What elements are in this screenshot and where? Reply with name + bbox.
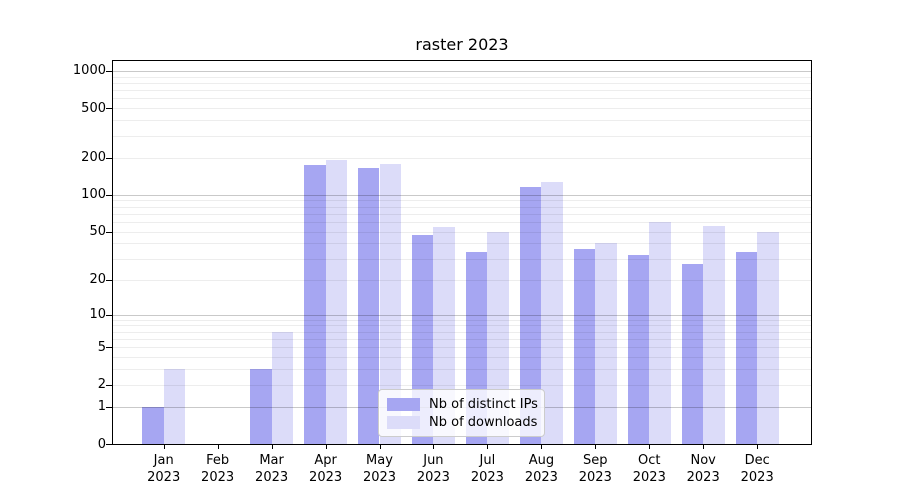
y-tick-label: 1000: [72, 63, 106, 79]
bar-distinct-ips-apr: [304, 164, 326, 444]
bar-distinct-ips-aug: [519, 187, 542, 444]
bar-downloads-jan: [163, 369, 186, 444]
y-tick-label: 10: [89, 307, 106, 322]
legend-row-distinct-ips: Nb of distinct IPs: [387, 396, 538, 412]
x-tick-label: Jun 2023: [416, 453, 450, 485]
x-tick-label: Mar 2023: [255, 453, 289, 485]
bar-downloads-sep: [595, 243, 617, 444]
bar-distinct-ips-nov: [681, 264, 704, 444]
y-tick-label: 500: [81, 100, 106, 116]
x-tick-label: Feb 2023: [201, 453, 235, 485]
legend: Nb of distinct IPs Nb of downloads: [378, 389, 545, 437]
legend-swatch-distinct-ips: [387, 397, 420, 411]
y-tick-label: 2: [97, 377, 106, 393]
x-tick-label: Jul 2023: [470, 453, 504, 485]
x-tick-label: Sep 2023: [578, 453, 612, 485]
x-tick-label: May 2023: [362, 453, 397, 485]
x-tick-label: Apr 2023: [309, 453, 343, 485]
plot-area: [112, 60, 812, 445]
bars-layer: [113, 61, 811, 444]
bar-distinct-ips-sep: [573, 249, 596, 444]
bar-downloads-nov: [703, 225, 725, 444]
legend-label-distinct-ips: Nb of distinct IPs: [429, 396, 538, 412]
legend-swatch-downloads: [387, 415, 420, 429]
bar-distinct-ips-may: [357, 167, 380, 444]
x-tick-label: Dec 2023: [740, 453, 774, 485]
bar-downloads-mar: [271, 331, 294, 444]
y-tick-label: 100: [81, 187, 106, 203]
bar-distinct-ips-mar: [250, 369, 272, 444]
bar-distinct-ips-jan: [142, 406, 164, 444]
bar-downloads-dec: [757, 231, 779, 444]
bar-downloads-oct: [649, 222, 671, 444]
legend-label-downloads: Nb of downloads: [429, 414, 538, 430]
x-tick-label: Jan 2023: [147, 453, 181, 485]
bar-downloads-aug: [541, 181, 563, 444]
bar-distinct-ips-dec: [735, 252, 758, 444]
chart-title: raster 2023: [415, 35, 509, 54]
x-tick-label: Aug 2023: [524, 453, 558, 485]
bar-downloads-apr: [325, 160, 348, 444]
bar-downloads-may: [379, 163, 402, 444]
y-tick-label: 20: [89, 272, 106, 288]
y-tick-label: 1: [97, 399, 106, 415]
y-tick-label: 200: [81, 150, 106, 166]
x-tick-label: Oct 2023: [632, 453, 666, 485]
x-tick-label: Nov 2023: [686, 453, 720, 485]
bar-distinct-ips-oct: [627, 255, 650, 444]
legend-row-downloads: Nb of downloads: [387, 414, 538, 430]
y-tick-label: 50: [89, 224, 106, 240]
y-tick-label: 0: [97, 436, 106, 452]
y-tick-label: 5: [97, 339, 106, 355]
